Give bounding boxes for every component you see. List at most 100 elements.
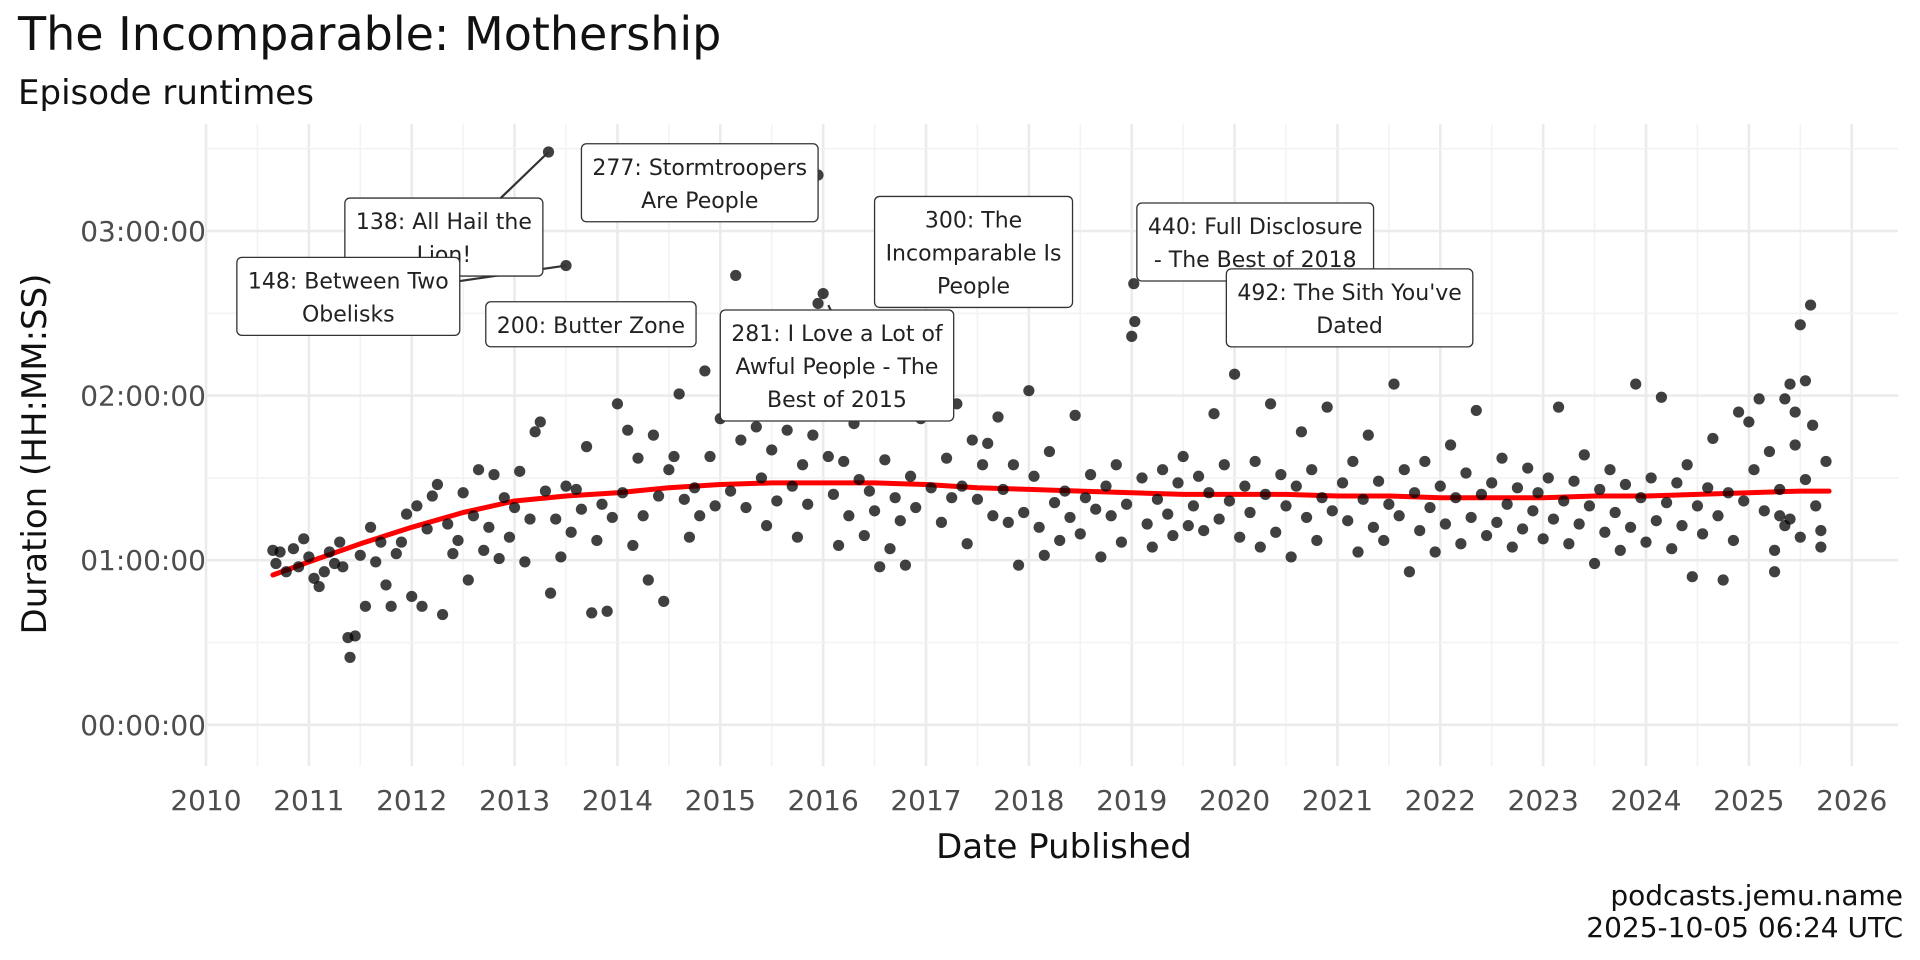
episode-point <box>1398 464 1410 476</box>
annotation-text: 281: I Love a Lot of <box>731 322 944 347</box>
episode-point <box>1177 450 1189 463</box>
episode-point <box>395 536 408 548</box>
annotation-text: 138: All Hail the <box>356 210 532 235</box>
episode-point <box>987 510 999 522</box>
episode-point <box>1702 482 1714 494</box>
episode-point <box>658 595 670 607</box>
episode-point <box>1239 480 1251 492</box>
episode-point <box>1506 541 1518 553</box>
episode-point <box>431 478 444 491</box>
episode-point <box>1362 429 1374 441</box>
episode-point <box>1763 445 1776 458</box>
episode-point <box>1023 385 1035 397</box>
episode-point <box>447 548 459 560</box>
episode-point <box>292 561 305 573</box>
episode-point <box>802 498 814 510</box>
episode-point <box>452 534 464 547</box>
episode-point <box>1717 574 1729 586</box>
episode-point <box>570 483 582 496</box>
episode-point <box>550 513 562 525</box>
episode-point <box>1295 426 1308 438</box>
episode-point <box>1408 487 1421 499</box>
episode-point <box>632 452 644 464</box>
episode-point <box>1666 543 1678 555</box>
episode-point <box>1516 523 1529 535</box>
episode-point <box>586 607 598 619</box>
episode-point <box>1480 529 1493 542</box>
episode-point <box>611 398 624 410</box>
episode-point <box>1198 525 1210 537</box>
episode-point <box>1244 506 1256 519</box>
episode-point <box>1722 487 1734 499</box>
x-tick-label: 2012 <box>376 784 447 817</box>
episode-point <box>750 421 762 433</box>
annotation-text: Awful People - The <box>736 355 939 380</box>
annotation-text: 492: The Sith You've <box>1237 281 1461 306</box>
episode-point <box>1738 495 1750 507</box>
episode-point <box>730 269 742 282</box>
episode-point <box>303 551 315 563</box>
episode-point <box>1136 472 1148 484</box>
episode-point <box>1810 500 1822 512</box>
episode-point <box>1444 439 1457 451</box>
episode-point <box>1532 487 1544 499</box>
episode-point <box>462 574 474 586</box>
episode-point <box>1187 500 1200 512</box>
episode-point <box>1378 534 1390 547</box>
episode-point <box>791 531 804 543</box>
episode-point <box>760 520 773 532</box>
episode-point <box>1511 482 1524 494</box>
episode-point <box>287 543 300 555</box>
episode-point <box>1033 521 1045 533</box>
episode-point <box>565 526 577 538</box>
episode-point <box>534 416 546 428</box>
episode-point <box>298 533 310 545</box>
x-tick-label: 2023 <box>1508 784 1579 817</box>
annotation-text: 148: Between Two <box>248 269 449 294</box>
episode-point <box>503 531 516 543</box>
episode-point <box>483 521 495 533</box>
episode-point <box>1228 368 1241 380</box>
episode-point <box>493 552 505 565</box>
episode-point <box>1465 511 1477 524</box>
episode-point <box>838 455 850 468</box>
x-tick-label: 2024 <box>1610 784 1681 817</box>
episode-point <box>1156 464 1169 476</box>
episode-point <box>1799 473 1812 486</box>
episode-point <box>1223 495 1236 507</box>
episode-point <box>442 518 454 530</box>
episode-point <box>1146 541 1158 553</box>
annotation-box <box>873 195 1074 309</box>
episode-point <box>1542 472 1554 484</box>
annotation-text: Best of 2015 <box>767 388 907 413</box>
episode-point <box>478 544 490 556</box>
episode-point <box>781 424 793 436</box>
episode-point <box>868 505 881 517</box>
episode-point <box>1270 526 1282 538</box>
episode-point <box>1455 538 1467 550</box>
episode-point <box>1568 475 1580 487</box>
episode-point <box>1306 464 1318 476</box>
episode-point <box>508 501 521 514</box>
episode-point <box>982 437 994 449</box>
episode-point <box>1712 510 1724 522</box>
axis-layer: 2010 2011 2012 2013 2014 2015 2016 2017 2018 2019… <box>80 215 1887 817</box>
episode-point <box>1460 467 1472 479</box>
annotation-label: 148: Between Two Obelisks <box>236 256 461 336</box>
episode-point <box>1727 534 1740 547</box>
episode-point <box>1300 511 1313 524</box>
episode-point <box>1074 528 1086 540</box>
episode-point <box>1696 528 1709 540</box>
episode-point <box>1115 536 1128 548</box>
episode-point <box>1128 278 1140 290</box>
episode-point <box>904 470 917 482</box>
episode-point <box>1573 518 1585 530</box>
episode-point <box>580 441 593 453</box>
y-tick-label: 02:00:00 <box>80 380 206 413</box>
episode-point <box>1054 534 1066 547</box>
episode-point <box>354 549 366 561</box>
episode-point <box>524 513 536 525</box>
episode-point <box>678 493 690 505</box>
episode-point <box>688 482 701 494</box>
